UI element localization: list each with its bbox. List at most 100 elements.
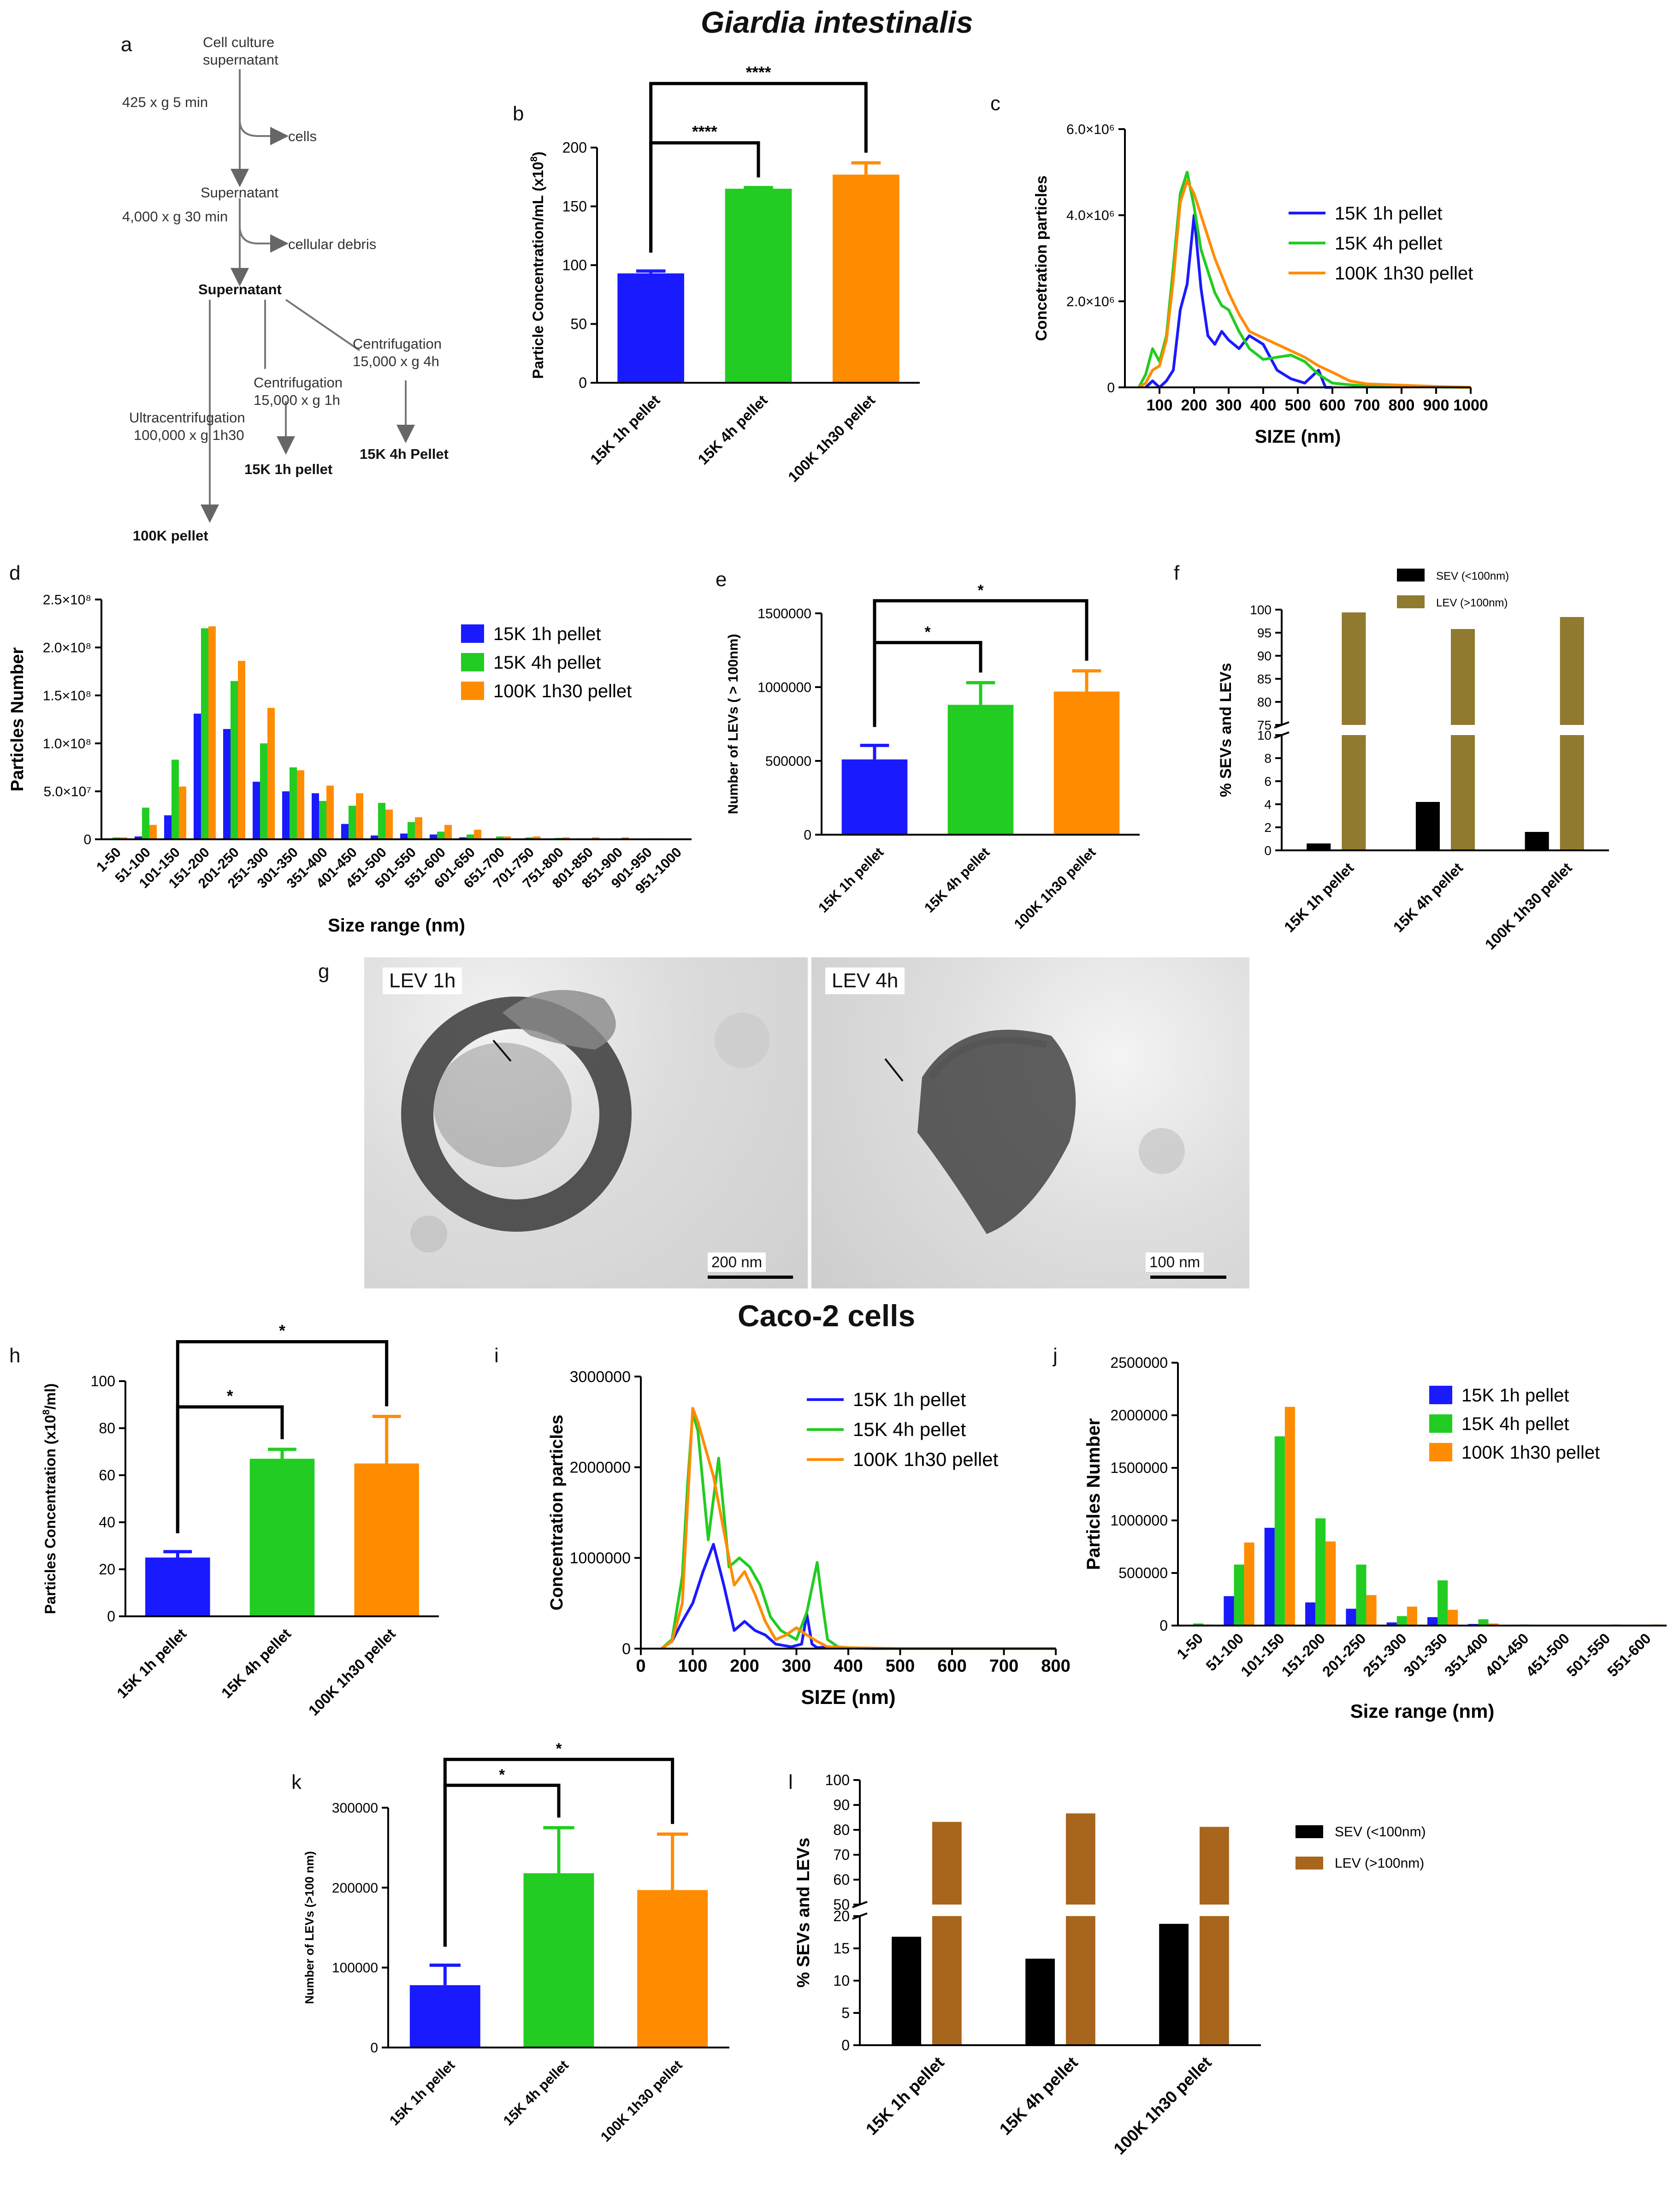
d-ytick-label: 2.5×10⁸ xyxy=(43,593,91,608)
j-xtick-label: 501-550 xyxy=(1563,1630,1613,1680)
j-ytick-label: 0 xyxy=(1159,1617,1168,1634)
bar-d-2-0 xyxy=(164,815,172,839)
f-high-ytick-label: 80 xyxy=(1257,695,1272,709)
ylabel-e-main: Number of LEVs ( > 100nm) xyxy=(726,634,741,814)
bar-j-5-2 xyxy=(1407,1606,1417,1626)
significance-label-k-0: * xyxy=(499,1766,505,1783)
bar-j-5-1 xyxy=(1396,1616,1407,1626)
tem-scale-bar-right xyxy=(1150,1276,1226,1279)
panel-label-d: d xyxy=(9,562,21,584)
chart-k: 0 100000 200000 300000 Number of LEVs (>100 … xyxy=(302,1740,729,2145)
legend-label-l-0: SEV (<100nm) xyxy=(1335,1824,1426,1840)
bar-d-0-1 xyxy=(112,837,120,839)
bar-d-2-2 xyxy=(179,786,186,839)
legend-swatch-d-2 xyxy=(461,682,484,700)
xlabel-i: SIZE (nm) xyxy=(801,1686,895,1709)
i-xtick-label: 700 xyxy=(989,1656,1018,1676)
significance-label-e-1: * xyxy=(978,582,984,599)
c-ytick-label: 4.0×10⁶ xyxy=(1066,208,1115,223)
legend-swatch-l-0 xyxy=(1295,1825,1323,1838)
significance-bracket-h-1 xyxy=(176,1340,389,1533)
f-high-ytick-label: 100 xyxy=(1250,603,1272,617)
l-high-ytick-label: 60 xyxy=(833,1871,850,1888)
bar-d-8-0 xyxy=(341,824,349,839)
k-xtick-label: 15K 1h pellet xyxy=(387,2058,458,2129)
bar-d-7-0 xyxy=(312,793,319,839)
bar-f-lev-low-2 xyxy=(1560,735,1584,850)
significance-label-h-1: * xyxy=(279,1322,285,1340)
i-xtick-label: 200 xyxy=(730,1656,759,1676)
bar-b-2 xyxy=(833,174,899,383)
panel-label-f: f xyxy=(1174,562,1180,584)
legend-swatch-d-1 xyxy=(461,653,484,671)
d-ytick-label: 0 xyxy=(83,832,91,848)
bar-d-11-2 xyxy=(444,825,452,839)
panel-label-j: j xyxy=(1053,1344,1058,1367)
ylabel-b-main: Particle Concentration/mL (x10 xyxy=(530,162,546,379)
bar-d-9-1 xyxy=(378,802,385,839)
bar-d-14-2 xyxy=(533,836,540,839)
l-low-ytick-label: 0 xyxy=(841,2037,850,2054)
chart-e: 0 500000 1000000 1500000 Number of LEVs ( > … xyxy=(726,582,1140,932)
c-xtick-label: 700 xyxy=(1354,397,1380,414)
i-ytick-label: 3000000 xyxy=(570,1368,631,1386)
ylabel-c: Concetration particles xyxy=(1033,176,1050,341)
bar-d-1-0 xyxy=(135,836,142,839)
bar-d-9-0 xyxy=(371,835,378,839)
ylabel-j: Particles Number xyxy=(1083,1418,1104,1570)
bar-j-3-2 xyxy=(1325,1541,1336,1626)
bar-d-12-0 xyxy=(459,837,467,839)
significance-label-k-1: * xyxy=(556,1740,562,1757)
f-high-ytick-label: 75 xyxy=(1257,718,1272,732)
ylabel-b-sup: 8 xyxy=(529,156,539,162)
ylabel-k: Number of LEVs (>100 nm) xyxy=(302,1851,316,2004)
xlabel-d: Size range (nm) xyxy=(328,915,465,936)
j-ytick-label: 2000000 xyxy=(1110,1407,1168,1424)
c-xtick-label: 400 xyxy=(1250,397,1277,414)
tem-image-lev-4h: LEV 4h 100 nm xyxy=(811,957,1249,1288)
bar-d-13-2 xyxy=(503,836,511,839)
significance-bracket-e-1 xyxy=(873,599,1088,727)
bar-f-sev-2 xyxy=(1525,832,1549,850)
bar-j-1-0 xyxy=(1224,1596,1234,1626)
bar-d-11-0 xyxy=(430,834,437,839)
bar-e-1 xyxy=(947,705,1014,835)
line-series-c-0 xyxy=(1144,214,1332,389)
j-xtick-label: 351-400 xyxy=(1441,1630,1491,1680)
j-ytick-label: 500000 xyxy=(1118,1565,1168,1581)
legend-label-c-2: 100K 1h30 pellet xyxy=(1335,263,1473,284)
bar-j-4-2 xyxy=(1366,1595,1377,1626)
f-high-ytick-label: 85 xyxy=(1257,672,1272,686)
ylabel-h-main: Particles Concentration (x10 xyxy=(42,1415,59,1614)
bar-l-lev-low-1 xyxy=(1066,1916,1095,2045)
bar-d-6-2 xyxy=(297,770,304,839)
d-ytick-label: 2.0×10⁸ xyxy=(43,641,91,656)
bar-j-1-2 xyxy=(1244,1542,1254,1626)
bar-d-4-2 xyxy=(238,661,245,839)
f-high-ytick-label: 95 xyxy=(1257,626,1272,640)
bar-j-2-1 xyxy=(1274,1436,1285,1626)
panel-label-i: i xyxy=(494,1344,499,1367)
d-ytick-label: 1.0×10⁸ xyxy=(43,736,91,752)
l-xtick-label: 15K 1h pellet xyxy=(862,2053,948,2139)
bar-l-lev-high-1 xyxy=(1066,1813,1095,1905)
c-xtick-label: 800 xyxy=(1389,397,1415,414)
bar-j-7-2 xyxy=(1488,1623,1499,1626)
tem-scale-label-left: 200 nm xyxy=(708,1252,766,1272)
c-xtick-label: 200 xyxy=(1181,397,1207,414)
j-xtick-label: 401-450 xyxy=(1482,1630,1532,1680)
legend-swatch-j-2 xyxy=(1429,1443,1452,1461)
f-high-ytick-label: 90 xyxy=(1257,649,1272,663)
i-xtick-label: 0 xyxy=(636,1656,645,1676)
c-ytick-label: 2.0×10⁶ xyxy=(1066,294,1115,309)
xlabel-c: SIZE (nm) xyxy=(1255,427,1341,447)
figure-title-caco2: Caco-2 cells xyxy=(738,1299,916,1333)
bar-l-lev-low-2 xyxy=(1200,1916,1229,2045)
tem-scale-bar-left xyxy=(708,1276,793,1279)
bar-d-6-1 xyxy=(290,767,297,839)
j-ytick-label: 2500000 xyxy=(1110,1354,1168,1371)
k-ytick-label: 300000 xyxy=(332,1801,378,1816)
b-ytick-label: 0 xyxy=(579,374,587,391)
j-ytick-label: 1500000 xyxy=(1110,1460,1168,1476)
